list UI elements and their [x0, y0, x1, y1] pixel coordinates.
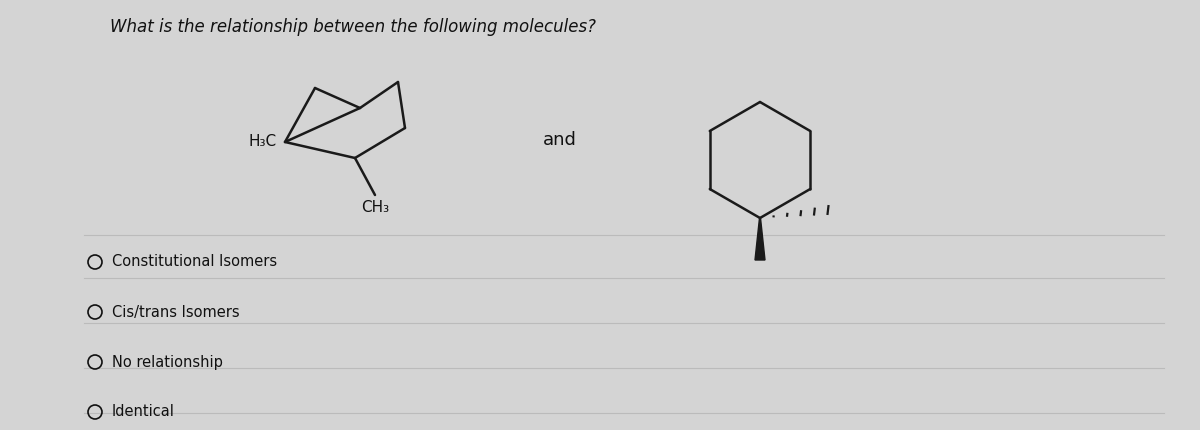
Text: Identical: Identical	[112, 405, 175, 420]
Text: Constitutional Isomers: Constitutional Isomers	[112, 255, 277, 270]
Text: CH₃: CH₃	[361, 200, 389, 215]
Text: No relationship: No relationship	[112, 354, 223, 369]
Polygon shape	[755, 218, 766, 260]
Text: What is the relationship between the following molecules?: What is the relationship between the fol…	[110, 18, 596, 36]
Text: H₃C: H₃C	[248, 135, 277, 150]
Text: and: and	[544, 131, 577, 149]
Text: Cis/trans Isomers: Cis/trans Isomers	[112, 304, 240, 319]
